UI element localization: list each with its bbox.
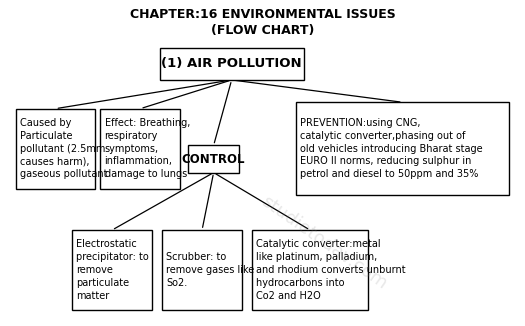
Text: CHAPTER:16 ENVIRONMENTAL ISSUES: CHAPTER:16 ENVIRONMENTAL ISSUES xyxy=(130,8,395,21)
Text: Catalytic converter:metal
like platinum, palladium,
and rhodium converts unburnt: Catalytic converter:metal like platinum,… xyxy=(256,239,406,301)
FancyBboxPatch shape xyxy=(296,102,509,195)
Text: PREVENTION:using CNG,
catalytic converter,phasing out of
old vehicles introducin: PREVENTION:using CNG, catalytic converte… xyxy=(300,118,482,179)
FancyBboxPatch shape xyxy=(16,109,96,188)
FancyBboxPatch shape xyxy=(160,48,303,80)
Text: Scrubber: to
remove gases like
So2.: Scrubber: to remove gases like So2. xyxy=(166,252,255,288)
Text: Electrostatic
precipitator: to
remove
particulate
matter: Electrostatic precipitator: to remove pa… xyxy=(76,239,149,301)
Text: Effect: Breathing,
respiratory
symptoms,
inflammation,
damage to lungs: Effect: Breathing, respiratory symptoms,… xyxy=(104,118,190,179)
FancyBboxPatch shape xyxy=(72,230,152,310)
Text: (FLOW CHART): (FLOW CHART) xyxy=(211,24,314,37)
FancyBboxPatch shape xyxy=(100,109,180,188)
Text: studietodav.com: studietodav.com xyxy=(258,193,391,293)
Text: Caused by
Particulate
pollutant (2.5mm
causes harm),
gaseous pollutant: Caused by Particulate pollutant (2.5mm c… xyxy=(19,118,107,179)
Text: CONTROL: CONTROL xyxy=(182,153,245,166)
FancyBboxPatch shape xyxy=(188,145,239,172)
Text: (1) AIR POLLUTION: (1) AIR POLLUTION xyxy=(161,57,302,70)
FancyBboxPatch shape xyxy=(162,230,242,310)
FancyBboxPatch shape xyxy=(252,230,368,310)
